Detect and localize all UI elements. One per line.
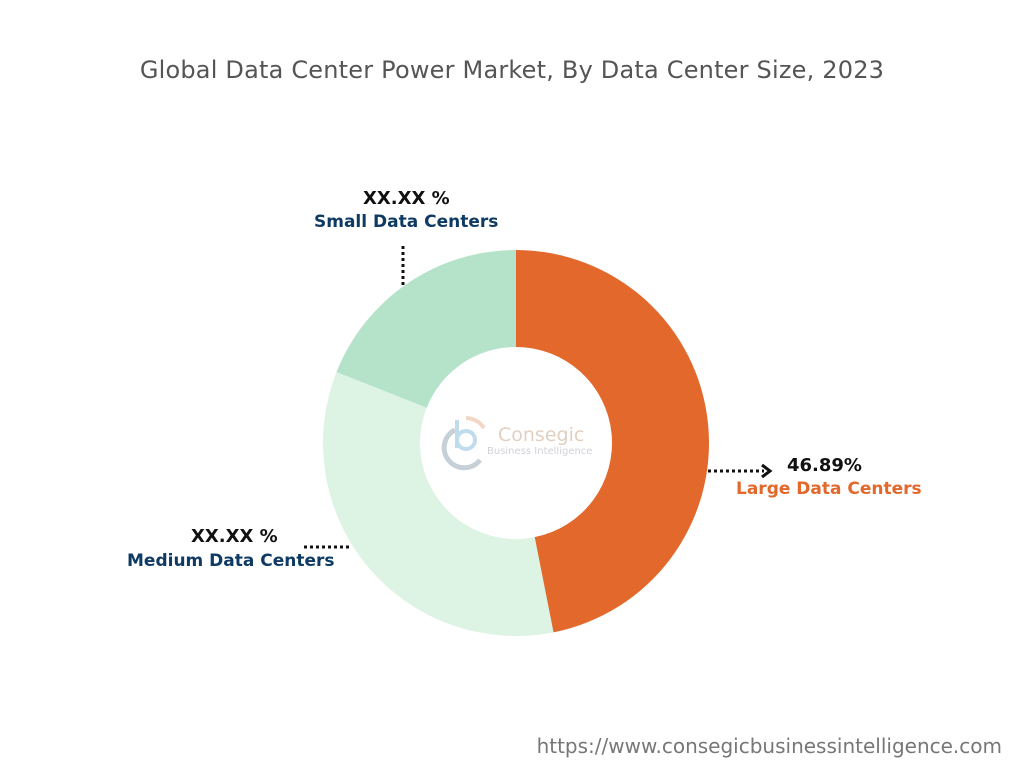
- medium-name-label: Medium Data Centers: [127, 551, 335, 571]
- chart-title: Global Data Center Power Market, By Data…: [139, 56, 885, 84]
- watermark-tagline: Business Intelligence: [487, 446, 592, 457]
- large-name-label: Large Data Centers: [736, 479, 922, 499]
- slice-large-data-centers: [516, 250, 709, 633]
- slice-small-data-centers: [336, 250, 516, 408]
- source-url: https://www.consegicbusinessintelligence…: [536, 734, 1002, 758]
- slice-medium-data-centers: [323, 372, 554, 636]
- medium-pct-label: XX.XX %: [191, 526, 278, 547]
- watermark-logo: Consegic Business Intelligence: [441, 416, 592, 471]
- large-pct-label: 46.89%: [787, 455, 862, 476]
- watermark-brand: Consegic: [498, 424, 584, 446]
- small-name-label: Small Data Centers: [314, 212, 499, 232]
- small-pct-label: XX.XX %: [363, 188, 450, 209]
- arrow-head-icon: [761, 463, 773, 479]
